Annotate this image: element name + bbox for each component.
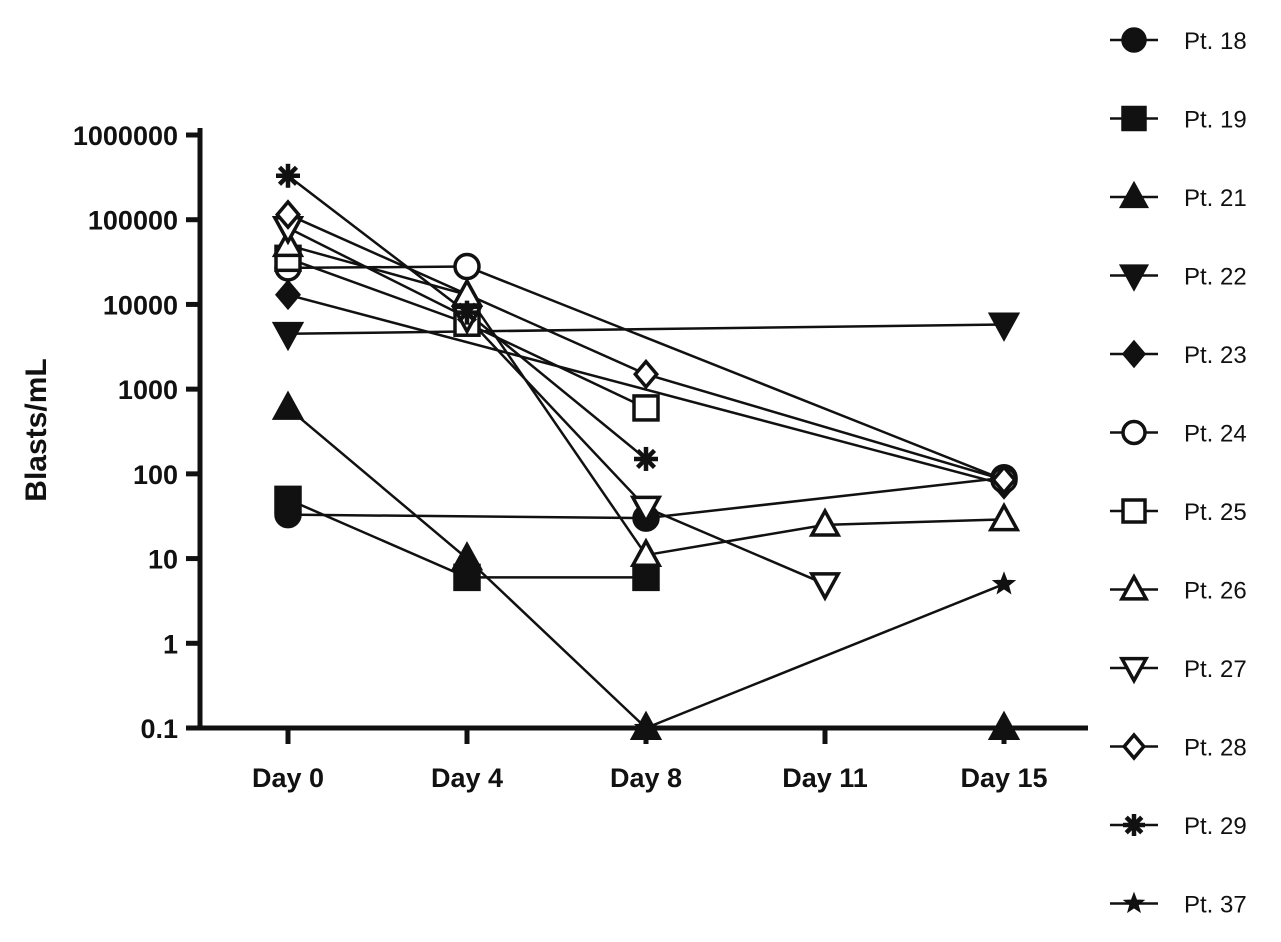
data-point-marker [1121,419,1147,446]
legend-item: Pt. 24 [1110,419,1247,448]
data-point-marker [450,541,484,571]
data-point-marker [1121,105,1147,132]
data-point-marker [632,358,660,390]
data-point-marker [1123,814,1145,836]
x-tick-label: Day 15 [960,763,1047,793]
legend: Pt. 18 Pt. 19 Pt. 21 Pt. 22 Pt. 23 Pt. 24 Pt. … [1110,27,1247,919]
y-tick-label: 10 [148,545,178,575]
data-point-marker [274,199,302,230]
y-tick-label: 1000000 [73,121,178,151]
data-point-marker [1121,27,1147,53]
data-point-marker [808,572,842,602]
legend-item: Pt. 29 [1110,813,1247,840]
legend-item: Pt. 21 [1110,180,1247,212]
data-point-marker [1121,732,1147,761]
data-point-marker [808,507,842,537]
legend-item: Pt. 26 [1110,573,1247,605]
data-point-marker [455,300,479,325]
legend-item: Pt. 23 [1110,339,1247,369]
legend-item: Pt. 27 [1110,656,1247,685]
series-markers [271,163,1021,740]
data-point-marker [629,537,663,568]
data-point-marker [1122,891,1146,914]
y-axis-title: Blasts/mL [20,358,53,501]
legend-item: Pt. 22 [1110,264,1247,292]
data-point-marker [274,279,302,311]
data-point-marker [271,321,305,352]
y-axis-ticks: 0.1 1 10 100 1000 10000 100000 1000000 [73,121,200,744]
data-point-marker [987,501,1021,532]
series-line [287,293,1005,486]
data-point-marker [990,464,1018,496]
y-tick-label: 100000 [88,206,178,236]
legend-item: Pt. 28 [1110,732,1247,762]
legend-label: Pt. 25 [1184,499,1247,526]
data-point-marker [632,563,660,592]
data-point-marker [629,495,663,525]
y-tick-label: 1 [163,629,178,659]
legend-item: Pt. 18 [1110,27,1247,55]
y-tick-label: 0.1 [140,714,178,744]
legend-label: Pt. 26 [1184,578,1247,605]
x-tick-label: Day 4 [431,763,503,793]
legend-label: Pt. 19 [1184,107,1247,134]
data-point-marker [1118,180,1150,209]
series-line [287,226,826,586]
legend-label: Pt. 37 [1184,892,1247,919]
legend-label: Pt. 27 [1184,656,1247,683]
legend-label: Pt. 21 [1184,185,1247,212]
legend-label: Pt. 28 [1184,735,1247,762]
legend-label: Pt. 18 [1184,28,1247,55]
data-point-marker [1118,264,1150,292]
series-line [287,323,1005,336]
legend-item: Pt. 37 [1110,892,1247,919]
series-line [645,582,1005,730]
legend-item: Pt. 25 [1110,498,1247,526]
x-axis-ticks: Day 0 Day 4 Day 8 Day 11 Day 15 [252,728,1048,793]
legend-label: Pt. 23 [1184,342,1247,369]
data-point-marker [987,312,1021,342]
data-point-marker [1121,339,1147,369]
y-tick-label: 1000 [118,375,178,405]
legend-label: Pt. 29 [1184,813,1247,840]
data-point-marker [991,571,1017,595]
data-point-marker [276,163,300,188]
data-point-marker [453,252,481,281]
data-point-marker [632,394,660,422]
y-tick-label: 100 [133,460,178,490]
data-point-marker [271,390,305,420]
y-tick-label: 10000 [103,290,178,320]
x-tick-label: Day 11 [782,763,868,793]
legend-item: Pt. 19 [1110,105,1247,134]
data-point-marker [274,485,302,514]
legend-label: Pt. 22 [1184,264,1247,291]
data-point-marker [634,446,658,471]
data-point-marker [1118,656,1150,685]
data-point-marker [1118,573,1150,601]
legend-label: Pt. 24 [1184,421,1247,448]
x-tick-label: Day 0 [252,763,324,793]
x-tick-label: Day 8 [610,763,682,793]
data-point-marker [1121,498,1147,524]
